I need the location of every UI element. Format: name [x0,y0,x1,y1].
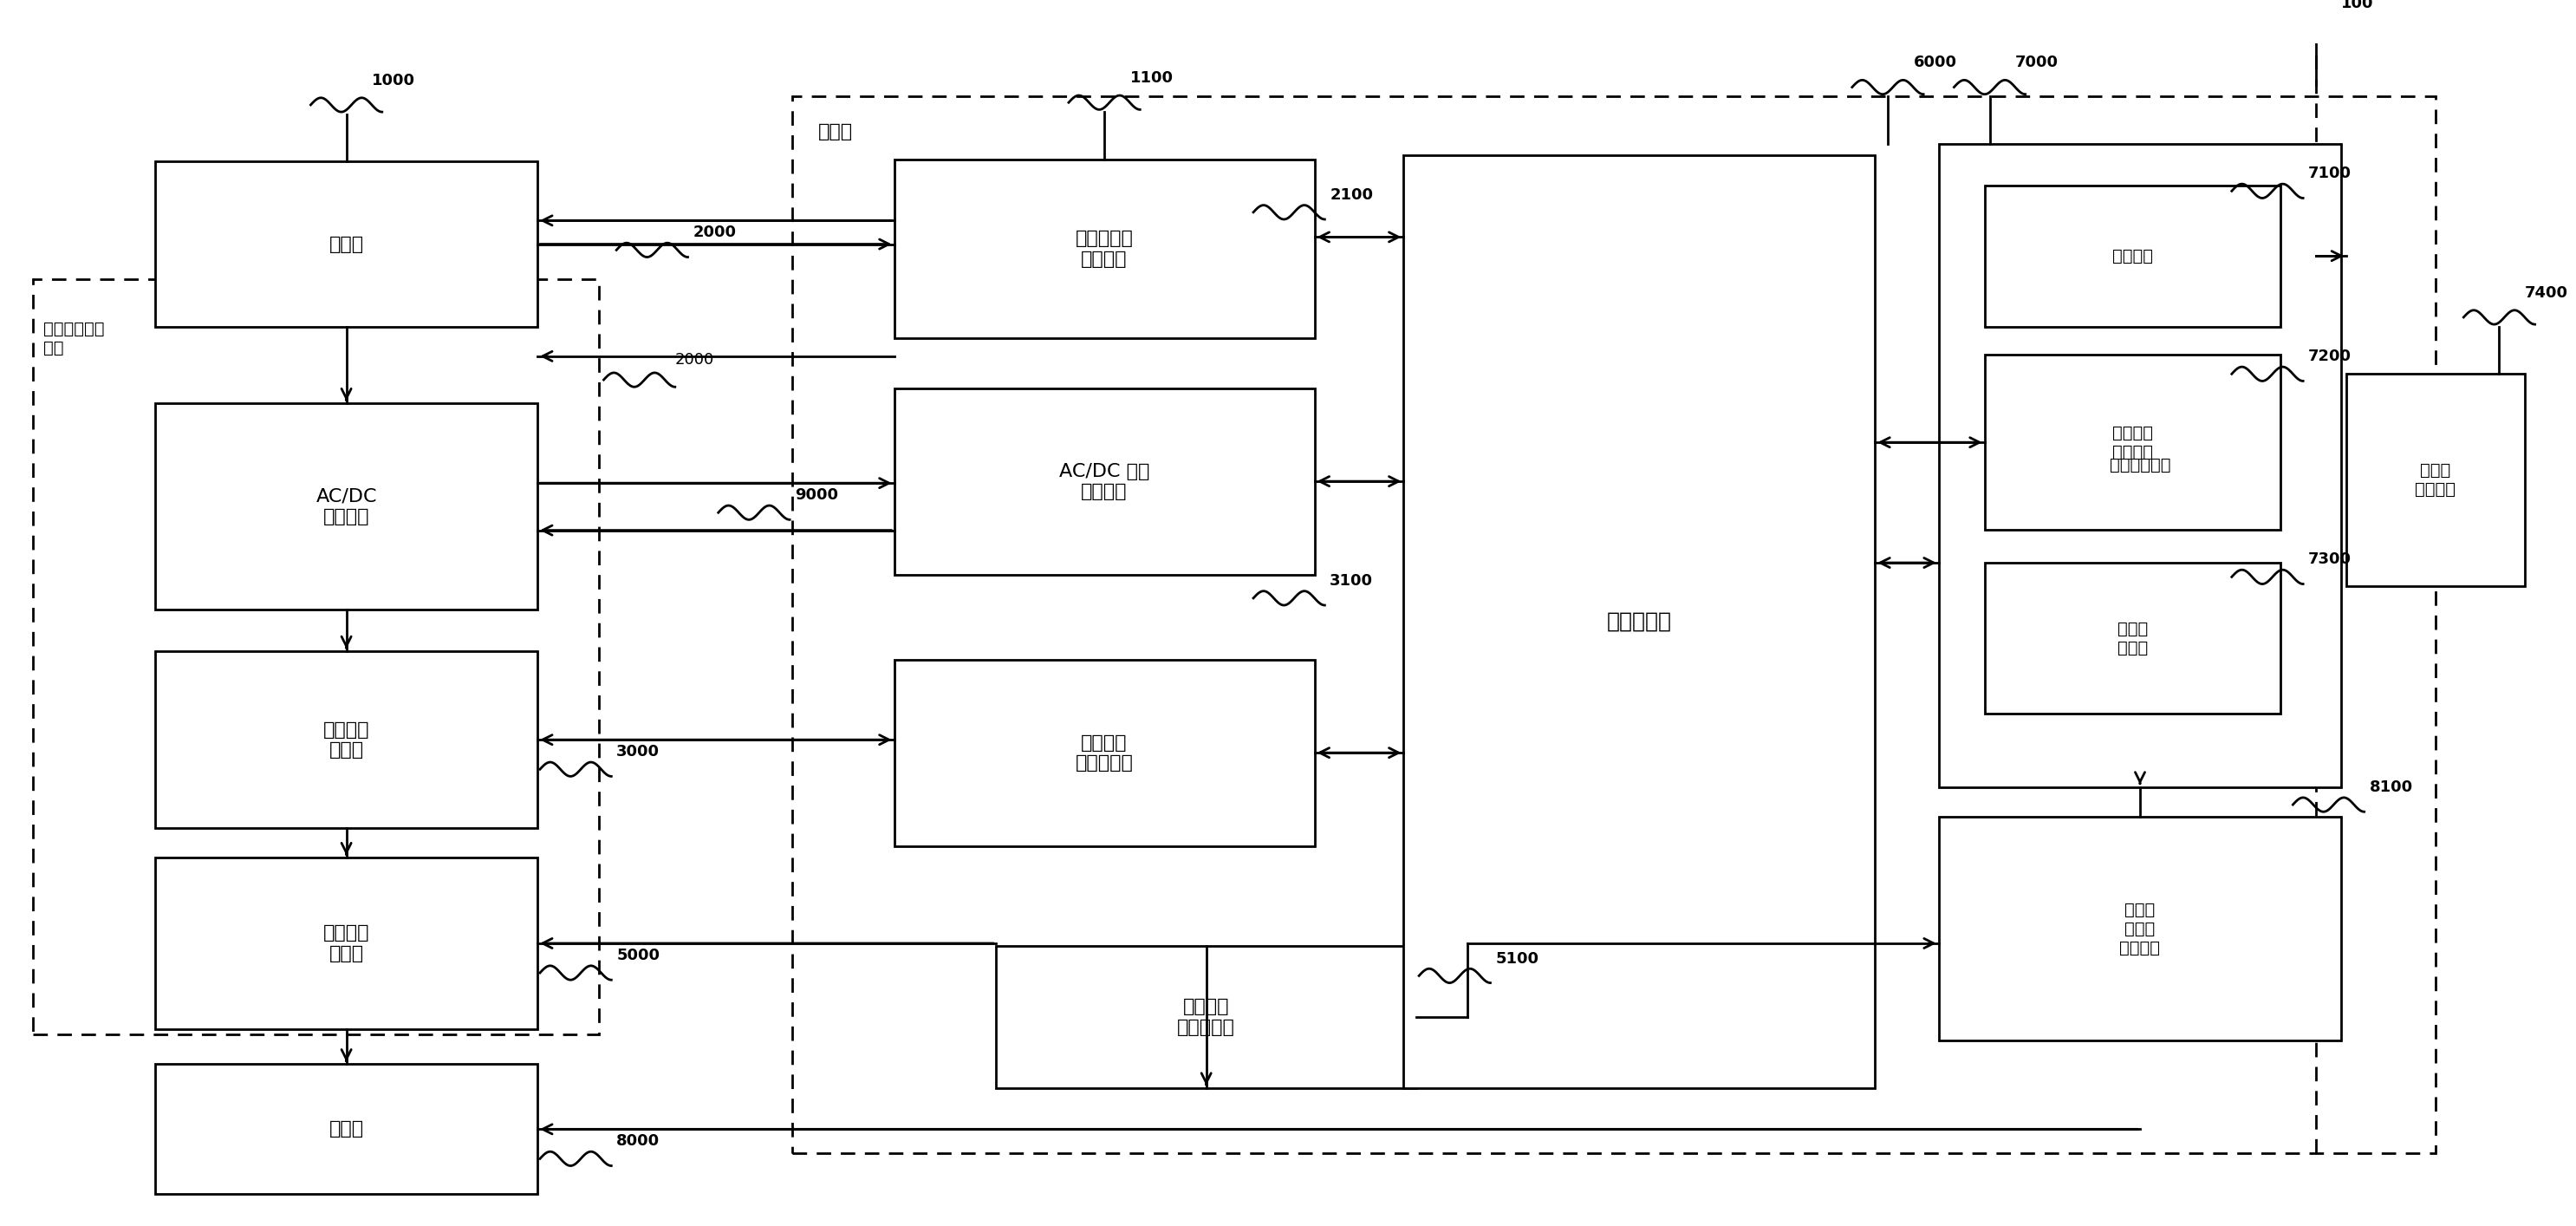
Bar [793,97,2434,1152]
Text: 9000: 9000 [796,488,837,503]
Text: 8100: 8100 [2370,780,2414,796]
Bar [155,1064,538,1194]
Bar [155,858,538,1029]
Text: 3000: 3000 [616,744,659,760]
Text: 1000: 1000 [371,72,415,88]
Text: 变压器: 变压器 [330,235,363,253]
Text: 8000: 8000 [616,1134,659,1149]
Text: 6000: 6000 [1914,55,1958,71]
Text: 100: 100 [2342,0,2375,11]
Text: 7000: 7000 [2014,55,2058,71]
Bar [894,389,1314,575]
Bar [1940,817,2342,1041]
Bar [155,651,538,829]
Text: 充对车
充电和
信息管理: 充对车 充电和 信息管理 [2120,901,2161,956]
Text: 会员信息
管理系统: 会员信息 管理系统 [2112,424,2154,460]
Text: 3100: 3100 [1329,573,1373,588]
Bar [155,403,538,611]
Bar [894,159,1314,338]
Text: 主控制装置: 主控制装置 [1607,612,1672,633]
Text: 客户响应系统: 客户响应系统 [2110,457,2172,473]
Text: 2000: 2000 [675,352,714,368]
Bar [33,280,598,1035]
Text: 1100: 1100 [1131,70,1172,86]
Bar [997,946,1417,1087]
Bar [155,162,538,326]
Text: 充对车
诊断等: 充对车 诊断等 [2117,620,2148,656]
Bar [1984,356,2280,530]
Text: 容许电力量
管理装置: 容许电力量 管理装置 [1074,230,1133,267]
Text: AC/DC 转换
系统管理: AC/DC 转换 系统管理 [1059,462,1149,500]
Text: 5000: 5000 [616,948,659,964]
Text: 直流电力输送
系统: 直流电力输送 系统 [44,321,103,357]
Text: 5100: 5100 [1497,950,1538,966]
Text: AC/DC
转换系统: AC/DC 转换系统 [317,488,376,526]
Text: 7400: 7400 [2524,286,2568,300]
Bar [894,660,1314,846]
Bar [2347,374,2524,586]
Text: 充希者
屏幕显示: 充希者 屏幕显示 [2416,462,2455,498]
Text: 停车场内
电线网管理: 停车场内 电线网管理 [1177,998,1236,1036]
Bar [1984,563,2280,714]
Text: 控制部: 控制部 [817,124,853,141]
Bar [1984,185,2280,326]
Text: 7100: 7100 [2308,166,2352,181]
Text: 请求电力
操作部管理: 请求电力 操作部管理 [1074,734,1133,771]
Text: 2000: 2000 [693,226,737,240]
Text: 7200: 7200 [2308,349,2352,364]
Text: 7300: 7300 [2308,552,2352,568]
Bar [1940,143,2342,787]
Text: 充对车: 充对车 [330,1121,363,1138]
Text: 请求电力
操作部: 请求电力 操作部 [322,721,368,759]
Bar [1404,156,1875,1087]
Text: 停车场内
电线网: 停车场内 电线网 [322,924,368,962]
Text: 计费系统: 计费系统 [2112,248,2154,264]
Text: 2100: 2100 [1329,188,1373,202]
